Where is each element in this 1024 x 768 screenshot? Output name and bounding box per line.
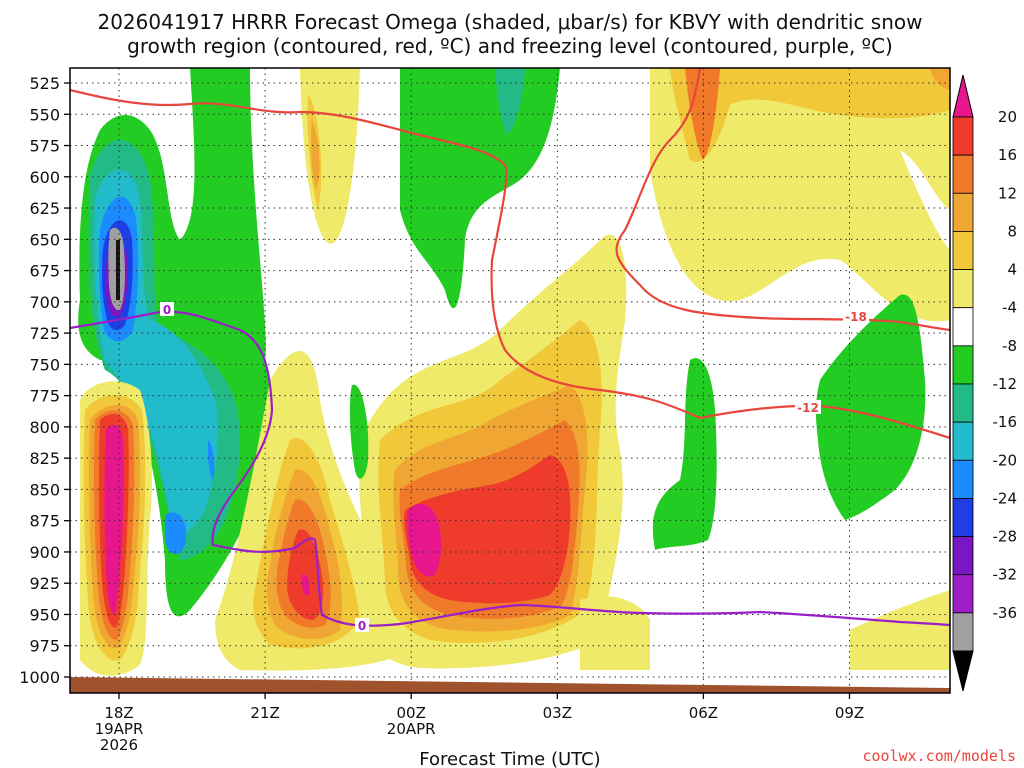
y-tick-label: 800 xyxy=(29,418,60,437)
contour-label-dgz-upper: -18 xyxy=(843,309,869,324)
y-tick-label: 600 xyxy=(29,168,60,187)
y-tick-label: 675 xyxy=(29,262,60,281)
dgz-contours xyxy=(70,68,950,440)
colorbar-level-label: -32 xyxy=(993,566,1018,584)
y-tick-label: 825 xyxy=(29,449,60,468)
colorbar-level-label: 4 xyxy=(1007,261,1017,279)
y-tick-label: 850 xyxy=(29,480,60,499)
y-tick-label: 575 xyxy=(29,137,60,156)
colorbar-top-arrow xyxy=(952,74,974,118)
contour-label-dgz-upper-text: -18 xyxy=(845,310,867,324)
x-tick-label: 09Z xyxy=(835,704,864,722)
y-tick-label: 725 xyxy=(29,324,60,343)
colorbar-swatch xyxy=(952,116,974,156)
grid-lines xyxy=(70,68,950,693)
colorbar-level-label: 12 xyxy=(998,184,1017,202)
colorbar-level-label: -16 xyxy=(993,413,1018,431)
x-axis-title: Forecast Time (UTC) xyxy=(419,749,600,768)
credit-text: coolwx.com/models xyxy=(862,747,1016,765)
shaded-region-lift-08z xyxy=(815,294,926,520)
colorbar-swatch xyxy=(952,383,974,423)
x-tick-label: 06Z xyxy=(689,704,718,722)
colorbar-swatch xyxy=(952,231,974,270)
colorbar-swatch xyxy=(952,421,974,461)
plot-frame xyxy=(69,67,951,694)
shaded-region-left-lower-sink xyxy=(80,381,152,676)
y-tick-label: 625 xyxy=(29,199,60,218)
colorbar-level-label: -8 xyxy=(1002,337,1017,355)
colorbar-swatch xyxy=(952,345,974,385)
contour-label-freezing-lower-text: 0 xyxy=(358,619,366,633)
contour-label-freezing-upper: 0 xyxy=(160,302,174,317)
colorbar-swatch xyxy=(952,574,974,614)
y-tick-label: 750 xyxy=(29,355,60,374)
colorbar-level-label: 20 xyxy=(998,108,1017,126)
x-tick-label: 03Z xyxy=(543,704,572,722)
y-tick-label: 650 xyxy=(29,230,60,249)
x-tick-label: 00Z xyxy=(397,704,426,722)
colorbar-swatch xyxy=(952,269,974,309)
chart-title-line-2: growth region (contoured, red, ºC) and f… xyxy=(127,34,893,58)
plot-area xyxy=(70,68,950,693)
y-tick-label: 950 xyxy=(29,605,60,624)
colorbar-level-label: -20 xyxy=(993,451,1018,469)
y-tick-label: 975 xyxy=(29,637,60,656)
colorbar-level-label: -4 xyxy=(1002,299,1017,317)
y-tick-label: 900 xyxy=(29,543,60,562)
colorbar-swatch xyxy=(952,459,974,499)
y-tick-label: 550 xyxy=(29,105,60,124)
contour-label-freezing-upper-text: 0 xyxy=(163,303,171,317)
contour-label-dgz-lower-text: -12 xyxy=(797,401,819,415)
contour-label-freezing-lower: 0 xyxy=(355,618,369,633)
x-tick-label: 18Z xyxy=(104,704,133,722)
shaded-region-center-big-sink xyxy=(359,234,627,669)
shaded-region-lower-mid-sink xyxy=(580,596,650,670)
colorbar-swatch xyxy=(952,154,974,194)
shaded-region-lower-right-sink xyxy=(850,590,950,670)
y-tick-label: 700 xyxy=(29,293,60,312)
y-tick-label: 1000 xyxy=(19,668,60,687)
shaded-region-upper-center-lift xyxy=(300,68,560,309)
y-tick-label: 525 xyxy=(29,74,60,93)
x-tick-label: 19APR xyxy=(95,720,144,738)
y-axis: 525 550 575 600 625 650 675 700 725 750 775 800 825 8… xyxy=(19,74,70,687)
shaded-region-small-lift-23z xyxy=(349,384,369,479)
dgz-upper-contour xyxy=(70,88,950,440)
contour-label-dgz-lower: -12 xyxy=(795,400,821,415)
contour-labels: -18 -12 0 0 xyxy=(160,302,869,633)
freezing-level-contour xyxy=(70,310,950,627)
shaded-region-center-lower-sink xyxy=(215,351,410,671)
colorbar-level-label: -28 xyxy=(993,528,1018,546)
colorbar-bottom-arrow xyxy=(952,650,974,692)
shaded-region-small-lift-06z xyxy=(652,358,717,550)
colorbar-swatch xyxy=(952,498,974,537)
colorbar-level-label: -12 xyxy=(993,375,1018,393)
chart-title-line-1: 2026041917 HRRR Forecast Omega (shaded, … xyxy=(97,10,922,34)
x-tick-label: 20APR xyxy=(387,720,436,738)
colorbar-level-label: 8 xyxy=(1007,222,1017,240)
y-tick-label: 875 xyxy=(29,512,60,531)
colorbar-level-label: -36 xyxy=(993,604,1018,622)
x-tick-label: 2026 xyxy=(100,736,138,754)
colorbar-level-label: 16 xyxy=(998,146,1017,164)
dgz-lower-contour xyxy=(615,68,950,332)
y-tick-label: 775 xyxy=(29,387,60,406)
shaded-region-left-lift-column xyxy=(78,68,273,617)
colorbar-swatch xyxy=(952,192,974,232)
freezing-level-contours xyxy=(70,310,950,627)
colorbar-swatch xyxy=(952,612,974,652)
colorbar-level-label: -24 xyxy=(993,489,1018,507)
colorbar-swatch xyxy=(952,307,974,347)
x-tick-label: 21Z xyxy=(250,704,279,722)
colorbar-swatch xyxy=(952,536,974,576)
y-tick-label: 925 xyxy=(29,574,60,593)
ground-terrain xyxy=(70,677,950,693)
colorbar: 20 16 12 8 4 -4 -8 -12 -16 -20 -24 -28 -32 -36 xyxy=(952,74,1018,692)
